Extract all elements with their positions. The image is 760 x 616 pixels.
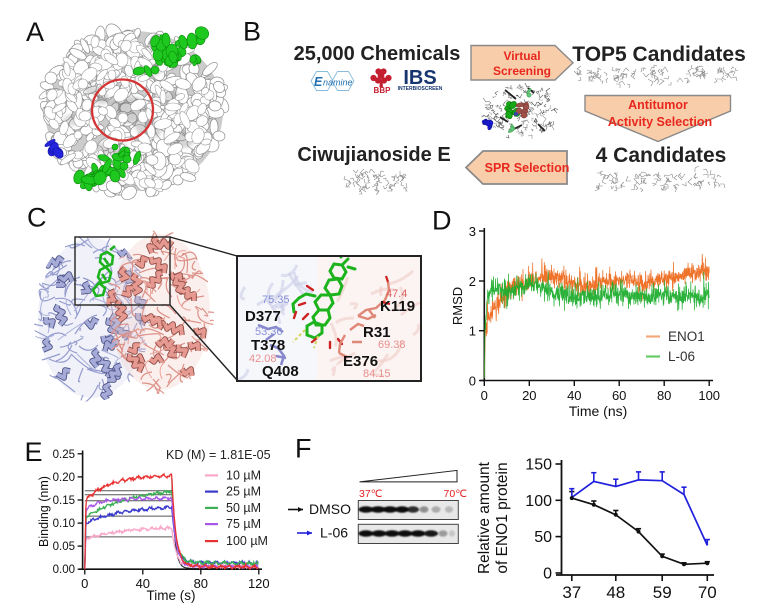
- svg-text:40: 40: [136, 576, 150, 591]
- svg-text:0.10: 0.10: [53, 518, 75, 530]
- svg-text:60: 60: [612, 388, 626, 403]
- svg-text:25,000 Chemicals: 25,000 Chemicals: [294, 43, 461, 65]
- svg-text:100: 100: [525, 493, 552, 510]
- svg-text:50 µM: 50 µM: [226, 501, 261, 515]
- svg-text:0: 0: [481, 388, 488, 403]
- svg-text:100: 100: [698, 388, 720, 403]
- svg-text:80: 80: [194, 576, 208, 591]
- svg-text:59: 59: [653, 583, 672, 602]
- svg-text:75 µM: 75 µM: [226, 517, 261, 531]
- svg-text:ENO1: ENO1: [668, 329, 705, 344]
- svg-text:0: 0: [81, 576, 88, 591]
- svg-text:0: 0: [543, 566, 552, 583]
- svg-text:T378: T378: [251, 337, 285, 354]
- svg-text:Binding (nm): Binding (nm): [37, 476, 51, 547]
- svg-text:BBP: BBP: [374, 86, 392, 95]
- svg-text:C: C: [27, 203, 47, 233]
- svg-text:3: 3: [469, 224, 476, 239]
- svg-text:KD (M) = 1.81E-05: KD (M) = 1.81E-05: [166, 448, 271, 462]
- svg-text:0.15: 0.15: [53, 495, 75, 507]
- svg-text:Q408: Q408: [262, 363, 299, 380]
- svg-text:70℃: 70℃: [444, 488, 468, 500]
- svg-text:37: 37: [562, 583, 581, 602]
- svg-text:Screening: Screening: [493, 64, 551, 78]
- svg-text:100 µM: 100 µM: [226, 534, 268, 548]
- svg-text:D377: D377: [245, 308, 281, 325]
- svg-text:42.08: 42.08: [249, 353, 277, 365]
- svg-text:K119: K119: [380, 298, 415, 315]
- svg-text:Ciwujianoside E: Ciwujianoside E: [297, 144, 450, 166]
- svg-text:Time (s): Time (s): [147, 588, 196, 603]
- svg-text:namine: namine: [323, 78, 353, 88]
- svg-text:47.4: 47.4: [386, 288, 407, 300]
- svg-text:E: E: [25, 437, 43, 467]
- svg-text:IBS: IBS: [403, 67, 436, 89]
- svg-text:50: 50: [534, 529, 552, 546]
- svg-text:TOP5 Candidates: TOP5 Candidates: [572, 43, 746, 66]
- svg-text:Antitumor: Antitumor: [628, 98, 688, 112]
- svg-text:10 µM: 10 µM: [226, 469, 261, 483]
- svg-text:37℃: 37℃: [359, 488, 383, 500]
- svg-text:Activity Selection: Activity Selection: [608, 115, 712, 129]
- svg-text:B: B: [243, 17, 261, 47]
- svg-text:69.38: 69.38: [378, 339, 406, 351]
- svg-text:0.25: 0.25: [53, 449, 75, 461]
- svg-text:RMSD: RMSD: [450, 287, 465, 325]
- svg-text:0.05: 0.05: [53, 541, 75, 553]
- svg-text:70: 70: [698, 583, 717, 602]
- svg-text:1: 1: [469, 324, 476, 339]
- svg-text:0.20: 0.20: [53, 472, 75, 484]
- svg-text:80: 80: [657, 388, 671, 403]
- svg-text:Time (ns): Time (ns): [569, 403, 628, 419]
- svg-text:0: 0: [469, 374, 476, 389]
- svg-text:40: 40: [567, 388, 581, 403]
- svg-text:84.15: 84.15: [363, 368, 391, 380]
- svg-text:Virtual: Virtual: [503, 49, 540, 63]
- svg-text:2: 2: [469, 274, 476, 289]
- svg-text:Relative amount: Relative amount: [476, 461, 493, 574]
- svg-text:150: 150: [525, 457, 552, 474]
- svg-text:75.35: 75.35: [262, 294, 290, 306]
- svg-text:4 Candidates: 4 Candidates: [596, 144, 727, 167]
- svg-text:R31: R31: [363, 324, 391, 341]
- svg-text:SPR Selection: SPR Selection: [485, 161, 570, 175]
- svg-text:DMSO: DMSO: [309, 501, 351, 517]
- svg-text:E376: E376: [343, 353, 378, 370]
- svg-text:L-06: L-06: [668, 349, 695, 364]
- svg-text:of ENO1 protein: of ENO1 protein: [494, 462, 511, 573]
- svg-text:53.36: 53.36: [255, 326, 283, 338]
- svg-text:E: E: [314, 75, 323, 89]
- svg-text:25 µM: 25 µM: [226, 485, 261, 499]
- svg-text:D: D: [432, 206, 452, 236]
- svg-text:0.00: 0.00: [53, 564, 75, 576]
- svg-text:A: A: [26, 17, 44, 47]
- svg-text:20: 20: [522, 388, 536, 403]
- svg-text:L-06: L-06: [320, 525, 348, 541]
- svg-text:48: 48: [606, 583, 625, 602]
- svg-text:F: F: [295, 433, 312, 463]
- svg-text:INTERBIOSCREEN: INTERBIOSCREEN: [398, 86, 443, 92]
- svg-text:120: 120: [248, 576, 270, 591]
